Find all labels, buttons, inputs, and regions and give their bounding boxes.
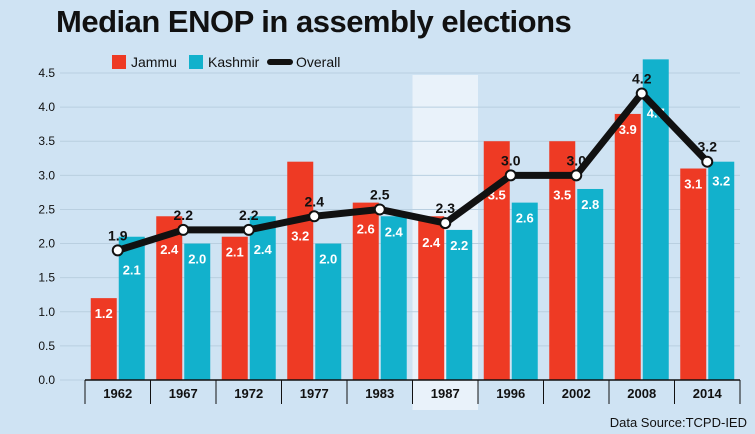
bar-label-kashmir: 2.0: [319, 252, 337, 267]
overall-label: 2.4: [305, 193, 325, 209]
x-tick-label: 1962: [103, 386, 132, 401]
x-tick-label: 2002: [562, 386, 591, 401]
overall-point: [701, 155, 714, 168]
x-tick-label: 1967: [169, 386, 198, 401]
bar-label-kashmir: 2.2: [450, 238, 468, 253]
x-tick-label: 2014: [693, 386, 723, 401]
bar-label-kashmir: 2.4: [254, 242, 273, 257]
overall-label: 3.0: [567, 152, 587, 168]
bar-label-jammu: 2.4: [160, 242, 179, 257]
data-source-note: Data Source:TCPD-IED: [609, 415, 747, 430]
overall-point: [242, 223, 255, 236]
y-tick-label: 1.0: [38, 305, 55, 319]
overall-label: 2.2: [174, 207, 194, 223]
overall-point: [111, 244, 124, 257]
bar-label-jammu: 3.5: [553, 187, 571, 202]
overall-point: [570, 169, 583, 182]
x-tick-label: 1977: [300, 386, 329, 401]
bar-label-kashmir: 2.1: [123, 262, 141, 277]
bar-label-jammu: 1.2: [95, 306, 113, 321]
chart-title: Median ENOP in assembly elections: [56, 4, 572, 39]
overall-label: 2.5: [370, 186, 390, 202]
overall-point: [177, 223, 190, 236]
bar-kashmir: [380, 216, 407, 380]
bar-kashmir: [315, 243, 342, 380]
bar-kashmir: [118, 236, 145, 380]
bar-kashmir: [577, 188, 604, 380]
legend-label-overall: Overall: [296, 54, 340, 70]
y-tick-label: 0.5: [38, 339, 55, 353]
y-tick-label: 1.5: [38, 271, 55, 285]
overall-point: [504, 169, 517, 182]
bar-label-jammu: 2.1: [226, 245, 244, 260]
bar-kashmir: [446, 229, 473, 380]
overall-point: [635, 87, 648, 100]
y-tick-label: 4.5: [38, 66, 55, 80]
y-tick-label: 3.0: [38, 168, 55, 182]
bar-kashmir: [511, 202, 538, 380]
bar-label-kashmir: 2.0: [188, 252, 206, 267]
bar-jammu: [680, 168, 707, 380]
bar-label-kashmir: 2.4: [385, 224, 404, 239]
x-tick-label: 1996: [496, 386, 525, 401]
x-tick-label: 2008: [627, 386, 656, 401]
y-tick-label: 2.5: [38, 202, 55, 216]
bar-jammu: [221, 236, 248, 380]
overall-label: 2.2: [239, 207, 259, 223]
legend-label-jammu: Jammu: [131, 54, 177, 70]
bar-kashmir: [184, 243, 211, 380]
overall-label: 2.3: [436, 200, 456, 216]
bar-label-jammu: 3.2: [291, 228, 309, 243]
overall-line: [116, 89, 710, 254]
bar-jammu: [352, 202, 379, 380]
legend-swatch-kashmir: [189, 55, 203, 69]
legend-swatch-jammu: [112, 55, 126, 69]
overall-label: 1.9: [108, 227, 128, 243]
x-tick-label: 1987: [431, 386, 460, 401]
y-tick-label: 3.5: [38, 134, 55, 148]
overall-point: [308, 210, 321, 223]
y-tick-label: 4.0: [38, 100, 55, 114]
x-tick-label: 1983: [365, 386, 394, 401]
bar-jammu: [549, 141, 576, 380]
bar-kashmir: [708, 161, 735, 380]
bar-label-kashmir: 3.2: [712, 174, 730, 189]
bar-jammu: [287, 161, 314, 380]
y-tick-label: 0.0: [38, 373, 55, 387]
overall-point: [439, 217, 452, 230]
bar-jammu: [156, 216, 183, 380]
bar-jammu: [614, 113, 641, 380]
bar-label-jammu: 3.9: [619, 122, 637, 137]
bar-kashmir: [249, 216, 276, 380]
overall-point: [373, 203, 386, 216]
legend-label-kashmir: Kashmir: [208, 54, 260, 70]
overall-label: 3.2: [698, 139, 718, 155]
bar-label-kashmir: 2.6: [516, 211, 534, 226]
bar-label-jammu: 2.4: [422, 235, 441, 250]
bar-jammu: [90, 298, 117, 380]
overall-label: 4.2: [632, 70, 652, 86]
bar-label-kashmir: 2.8: [581, 197, 599, 212]
bar-label-jammu: 2.6: [357, 221, 375, 236]
bar-jammu: [418, 216, 445, 380]
overall-label: 3.0: [501, 152, 521, 168]
bar-label-jammu: 3.1: [684, 177, 702, 192]
y-tick-label: 2.0: [38, 237, 55, 251]
x-tick-label: 1972: [234, 386, 263, 401]
